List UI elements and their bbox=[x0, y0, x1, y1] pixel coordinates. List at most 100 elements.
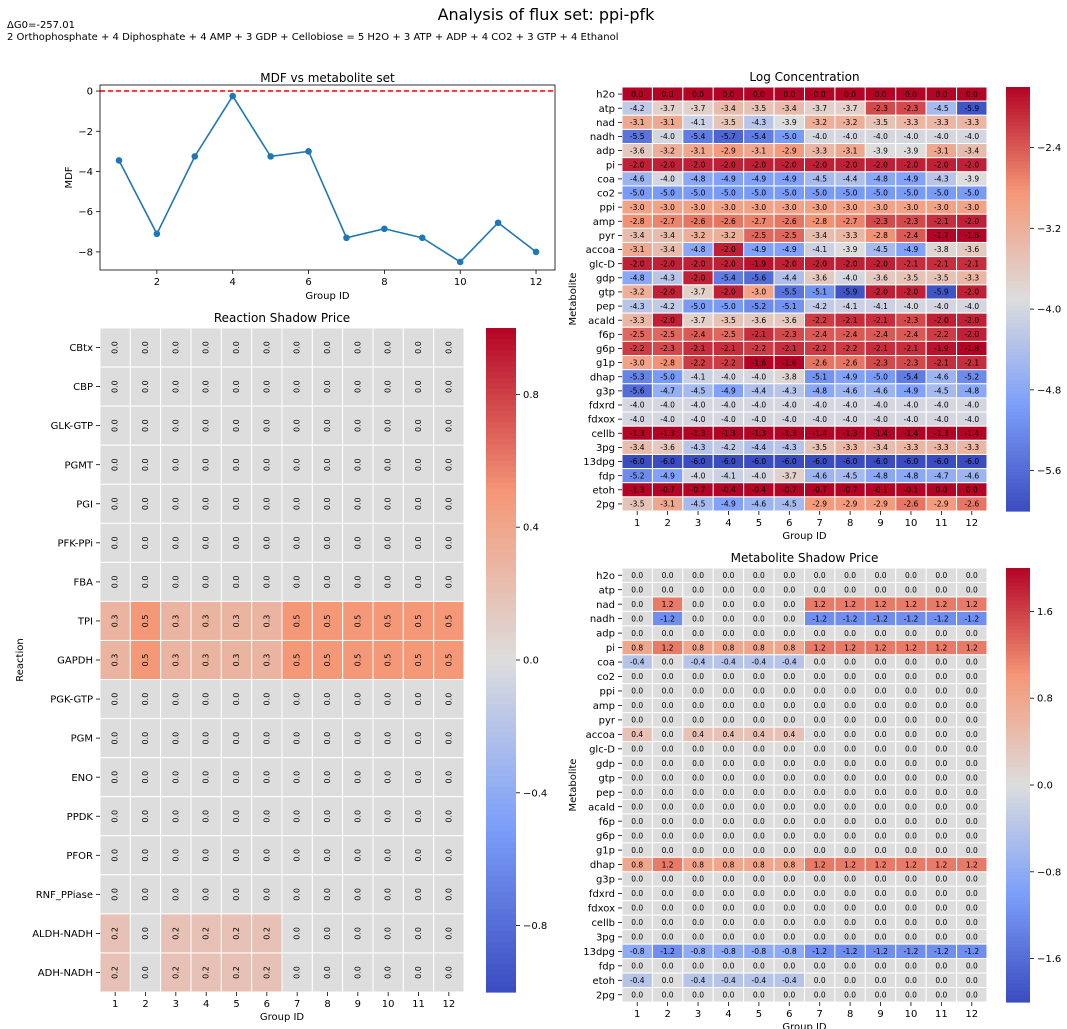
y-tick-label: −6 bbox=[78, 207, 93, 218]
heatmap-title: Metabolite Shadow Price bbox=[731, 551, 879, 565]
heatmap-cell bbox=[281, 327, 313, 368]
cell-value-label: 0.0 bbox=[753, 701, 765, 710]
cell-value-label: 0.0 bbox=[232, 419, 241, 432]
cell-value-label: 0.0 bbox=[844, 672, 856, 681]
cell-value-label: 0.0 bbox=[692, 773, 704, 782]
cell-value-label: 0.0 bbox=[171, 693, 180, 706]
cell-value-label: 0.0 bbox=[814, 918, 826, 927]
cell-value-label: 0.0 bbox=[353, 927, 362, 940]
cell-value-label: 0.0 bbox=[905, 672, 917, 681]
mdf-title: MDF vs metabolite set bbox=[260, 71, 395, 85]
cell-value-label: -1.9 bbox=[752, 259, 767, 268]
cell-value-label: -3.2 bbox=[843, 118, 858, 127]
colorbar-segment bbox=[486, 787, 516, 794]
cell-value-label: 0.5 bbox=[293, 615, 302, 628]
colorbar-segment bbox=[1006, 842, 1030, 848]
cell-value-label: -0.4 bbox=[782, 658, 797, 667]
cell-value-label: 0.0 bbox=[323, 693, 332, 706]
heatmap-title: Reaction Shadow Price bbox=[214, 311, 350, 325]
cell-value-label: -2.0 bbox=[843, 259, 858, 268]
cell-value-label: 0.0 bbox=[662, 745, 674, 754]
row-label: ENO bbox=[71, 773, 93, 784]
colorbar-segment bbox=[1006, 207, 1030, 212]
colorbar-segment bbox=[486, 466, 516, 473]
colorbar-segment bbox=[486, 411, 516, 418]
colorbar-segment bbox=[1006, 994, 1030, 999]
cell-value-label: 0.5 bbox=[323, 654, 332, 667]
colorbar-segment bbox=[486, 958, 516, 965]
row-label: g6p bbox=[596, 831, 615, 842]
cell-value-label: -5.0 bbox=[812, 189, 827, 198]
cell-value-label: -1.6 bbox=[782, 358, 797, 367]
colorbar-segment bbox=[1006, 299, 1030, 304]
colorbar-segment bbox=[486, 886, 516, 893]
cell-value-label: -4.8 bbox=[873, 175, 888, 184]
col-label: 1 bbox=[634, 1009, 640, 1020]
cell-value-label: -4.5 bbox=[843, 471, 858, 480]
colorbar-segment bbox=[486, 870, 516, 877]
cell-value-label: 0.0 bbox=[935, 571, 947, 580]
cell-value-label: -4.6 bbox=[873, 387, 888, 396]
colorbar-segment bbox=[1006, 662, 1030, 667]
cell-value-label: -5.7 bbox=[721, 132, 736, 141]
cell-value-label: 0.0 bbox=[875, 933, 887, 942]
row-label: coa bbox=[597, 174, 615, 185]
row-label: atp bbox=[599, 104, 615, 115]
cell-value-label: -4.0 bbox=[630, 415, 645, 424]
y-tick-label: −4 bbox=[78, 167, 93, 178]
col-label: 4 bbox=[203, 999, 209, 1010]
cell-value-label: 0.5 bbox=[384, 654, 393, 667]
cell-value-label: -5.2 bbox=[752, 302, 767, 311]
colorbar-segment bbox=[1006, 701, 1030, 707]
cell-value-label: 0.0 bbox=[966, 90, 978, 99]
colorbar-segment bbox=[1006, 879, 1030, 884]
colorbar-tick-label: −0.4 bbox=[523, 788, 547, 799]
cell-value-label: -4.0 bbox=[660, 415, 675, 424]
cell-value-label: -2.0 bbox=[812, 259, 827, 268]
cell-value-label: -2.0 bbox=[904, 288, 919, 297]
cell-value-label: 0.0 bbox=[692, 629, 704, 638]
cell-value-label: -2.0 bbox=[660, 316, 675, 325]
colorbar-segment bbox=[486, 521, 516, 528]
colorbar-segment bbox=[1006, 189, 1030, 194]
cell-value-label: 0.0 bbox=[141, 458, 150, 471]
cell-value-label: -4.5 bbox=[812, 175, 827, 184]
cell-value-label: -4.7 bbox=[660, 387, 675, 396]
colorbar-segment bbox=[1006, 122, 1030, 127]
cell-value-label: 0.0 bbox=[323, 341, 332, 354]
row-label: GAPDH bbox=[57, 656, 93, 667]
colorbar-segment bbox=[1006, 140, 1030, 145]
cell-value-label: 0.8 bbox=[753, 643, 765, 652]
colorbar-segment bbox=[1006, 991, 1030, 996]
cell-value-label: -2.6 bbox=[691, 217, 706, 226]
row-label: glc-D bbox=[589, 259, 615, 270]
cell-value-label: 0.0 bbox=[935, 962, 947, 971]
x-tick-label: 2 bbox=[154, 277, 160, 288]
heatmap-cell bbox=[129, 327, 162, 368]
colorbar-segment bbox=[1006, 730, 1030, 735]
cell-value-label: 0.0 bbox=[232, 849, 241, 862]
row-label: f6p bbox=[599, 817, 615, 828]
cell-value-label: 0.0 bbox=[935, 875, 947, 884]
cell-value-label: 0.0 bbox=[662, 962, 674, 971]
cell-value-label: 0.0 bbox=[171, 497, 180, 510]
cell-value-label: -4.0 bbox=[752, 415, 767, 424]
cell-value-label: -3.4 bbox=[660, 231, 675, 240]
colorbar-segment bbox=[1006, 651, 1030, 656]
cell-value-label: 0.0 bbox=[631, 875, 643, 884]
colorbar-segment bbox=[1006, 224, 1030, 229]
cell-value-label: 0.0 bbox=[262, 341, 271, 354]
cell-value-label: -5.1 bbox=[782, 302, 797, 311]
cell-value-label: -3.9 bbox=[873, 146, 888, 155]
row-label: nad bbox=[596, 118, 615, 129]
cell-value-label: -3.4 bbox=[812, 231, 827, 240]
colorbar-segment bbox=[1006, 929, 1030, 934]
cell-value-label: 0.3 bbox=[171, 615, 180, 628]
cell-value-label: 0.0 bbox=[783, 614, 795, 623]
cell-value-label: 0.0 bbox=[875, 817, 887, 826]
colorbar-segment bbox=[486, 433, 516, 440]
cell-value-label: 0.0 bbox=[722, 716, 734, 725]
colorbar-segment bbox=[486, 571, 516, 578]
heatmap-cell bbox=[220, 405, 253, 446]
cell-value-label: 0.0 bbox=[293, 810, 302, 823]
